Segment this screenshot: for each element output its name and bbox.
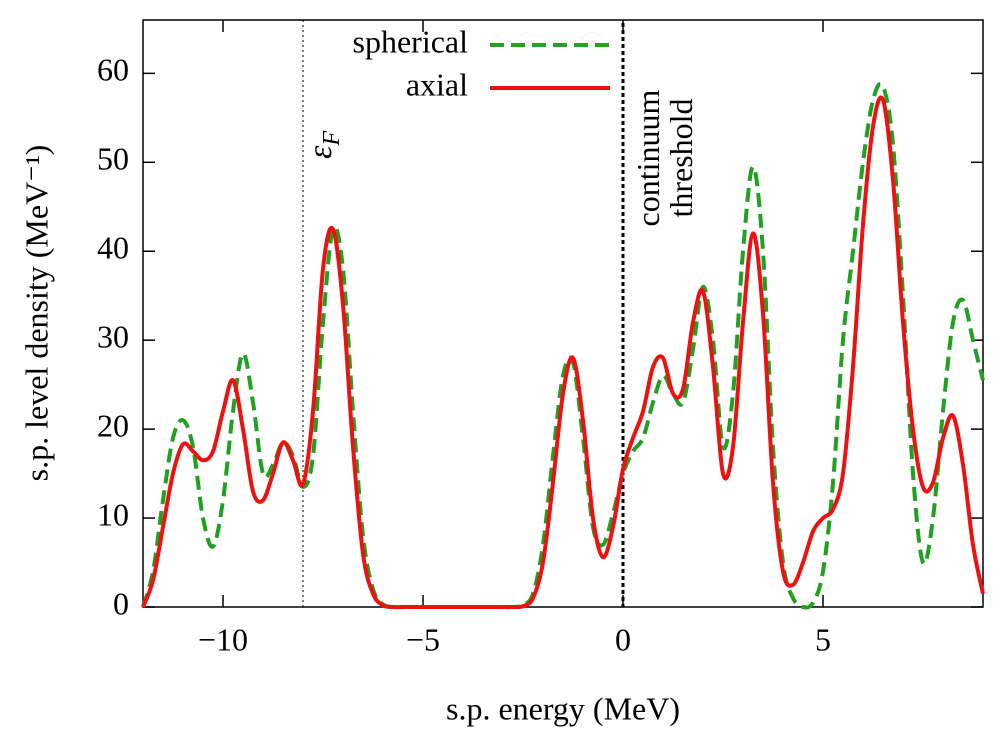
x-tick-label: 5 bbox=[815, 621, 831, 657]
threshold-label: continuum bbox=[630, 89, 666, 226]
y-tick-label: 20 bbox=[97, 407, 129, 443]
y-tick-label: 30 bbox=[97, 319, 129, 355]
plot-frame bbox=[142, 19, 984, 608]
y-tick-label: 10 bbox=[97, 496, 129, 532]
fermi-subscript: F bbox=[319, 131, 345, 147]
y-tick-label: 40 bbox=[97, 230, 129, 266]
y-tick-label: 0 bbox=[113, 585, 129, 621]
x-tick-label: −5 bbox=[406, 621, 440, 657]
x-axis-label: s.p. energy (MeV) bbox=[446, 690, 680, 726]
threshold-label: threshold bbox=[663, 98, 699, 217]
fermi-symbol: ε bbox=[302, 145, 339, 159]
y-tick-label: 60 bbox=[97, 52, 129, 88]
series-line bbox=[141, 95, 985, 610]
legend-label: axial bbox=[406, 66, 468, 102]
y-axis-label: s.p. level density (MeV⁻¹) bbox=[18, 145, 54, 482]
x-tick-label: 0 bbox=[615, 621, 631, 657]
fermi-label: εF bbox=[302, 131, 345, 159]
y-tick-label: 50 bbox=[97, 141, 129, 177]
legend-label: spherical bbox=[353, 23, 469, 59]
x-tick-label: −10 bbox=[198, 621, 248, 657]
